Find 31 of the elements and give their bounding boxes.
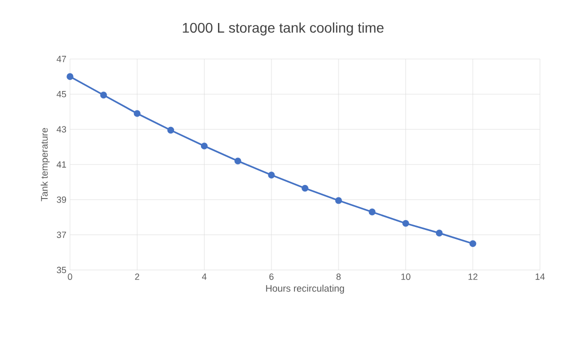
point	[469, 240, 476, 248]
point	[66, 73, 74, 80]
x-axis-title: Hours recirculating	[266, 284, 344, 294]
y-tick-label: 35	[56, 266, 66, 274]
y-tick-label: 39	[56, 196, 66, 203]
x-tick-label: 12	[468, 274, 478, 280]
x-tick-label: 10	[401, 274, 410, 280]
y-tick-label: 45	[56, 91, 66, 98]
point	[436, 230, 443, 236]
x-tick-label: 0	[68, 274, 72, 280]
y-tick-label: 41	[56, 161, 66, 168]
point	[368, 208, 376, 216]
point	[167, 126, 174, 134]
y-tick-label: 37	[56, 232, 66, 238]
point	[302, 184, 308, 192]
point	[402, 220, 410, 227]
x-tick-label: 4	[202, 274, 207, 280]
x-tick-label: 2	[135, 274, 140, 280]
x-tick-label: 8	[336, 274, 341, 280]
x-tick-label: 6	[269, 274, 274, 280]
point	[335, 197, 342, 204]
y-tick-label: 47	[56, 56, 66, 62]
point	[134, 110, 141, 117]
point	[100, 92, 107, 98]
y-tick-label: 43	[56, 126, 66, 133]
chart-title: 1000 L storage tank cooling time	[182, 22, 384, 36]
y-axis-title: Tank temperature	[40, 128, 50, 202]
point	[234, 158, 242, 164]
x-tick-label: 14	[536, 274, 545, 280]
point	[268, 172, 275, 178]
point	[200, 142, 208, 150]
